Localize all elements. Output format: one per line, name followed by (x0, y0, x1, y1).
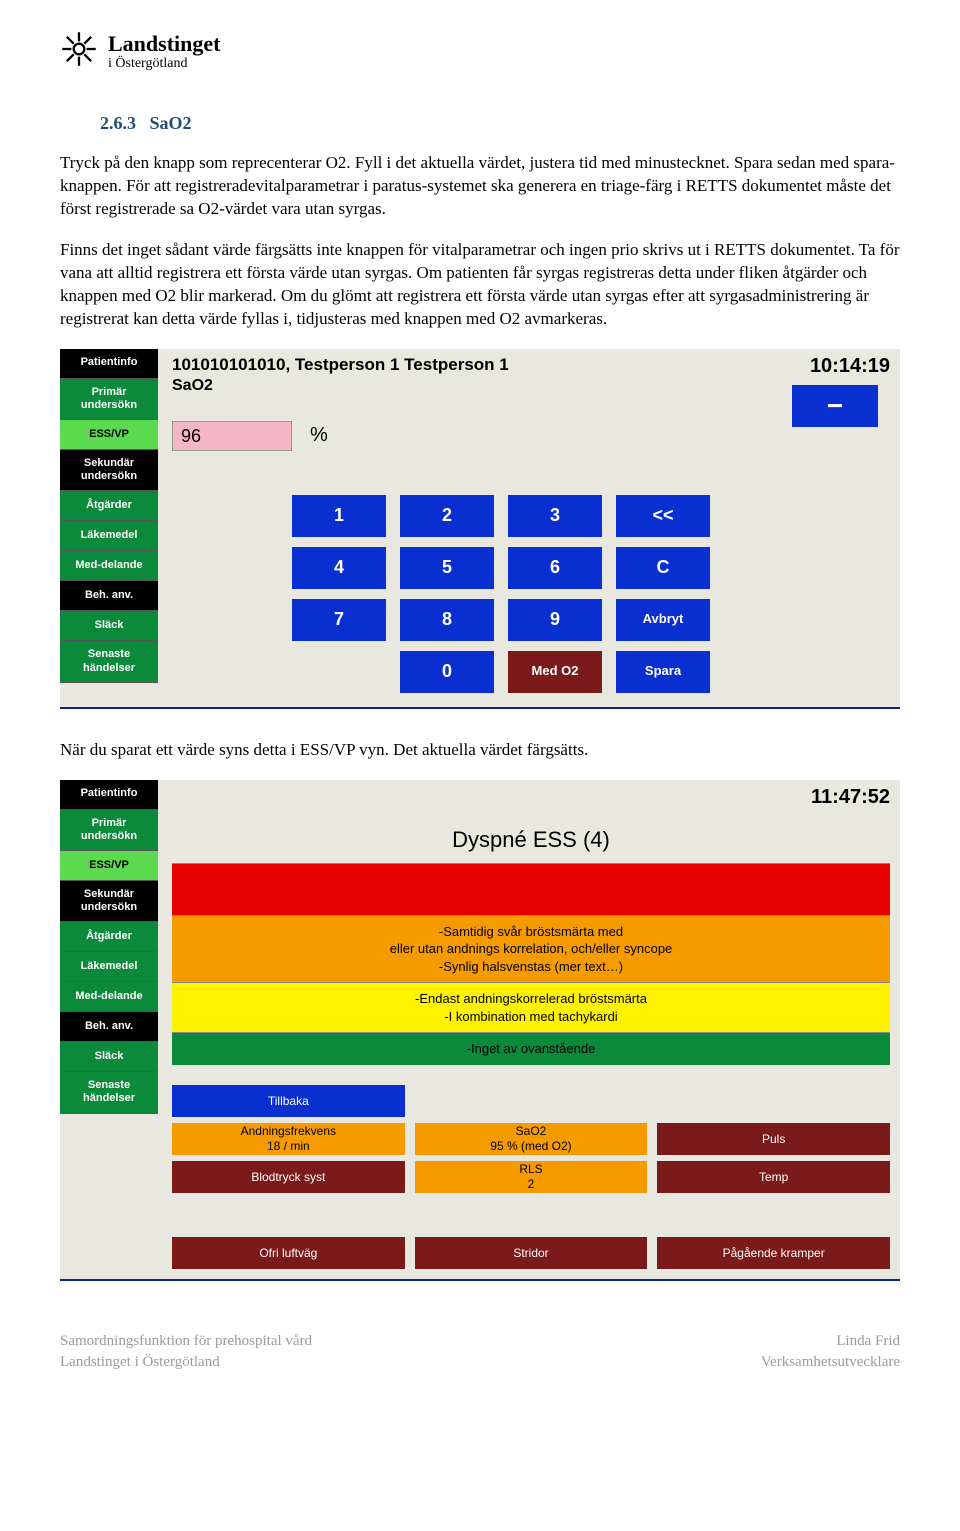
keypad-button[interactable]: 4 (292, 547, 386, 589)
paragraph-3: När du sparat ett värde syns detta i ESS… (60, 739, 900, 762)
vital-button[interactable]: Ofri luftväg (172, 1237, 405, 1269)
sidebar-item[interactable]: ESS/VP (60, 851, 158, 881)
keypad-button[interactable]: 2 (400, 495, 494, 537)
sidebar-item[interactable]: Patientinfo (60, 349, 158, 379)
minus-button[interactable]: − (792, 385, 878, 427)
sidebar-item[interactable]: Läkemedel (60, 521, 158, 551)
sidebar-item[interactable]: Beh. anv. (60, 581, 158, 611)
sidebar-item[interactable]: Släck (60, 611, 158, 641)
keypad-button[interactable]: Spara (616, 651, 710, 693)
sidebar-item[interactable]: Åtgärder (60, 922, 158, 952)
sidebar-item[interactable]: Senaste händelser (60, 1072, 158, 1113)
keypad-button[interactable]: C (616, 547, 710, 589)
numeric-keypad: 123 << 456C 789 Avbryt 0 Med O2 Spara (292, 495, 890, 693)
paragraph-2: Finns det inget sådant värde färgsätts i… (60, 239, 900, 331)
footer-right-2: Verksamhetsutvecklare (761, 1352, 900, 1373)
vital-button[interactable]: Andningsfrekvens18 / min (172, 1123, 405, 1155)
keypad-button[interactable]: 3 (508, 495, 602, 537)
ess-title: Dyspné ESS (4) (172, 827, 890, 853)
triage-bands: -Samtidig svår bröstsmärta medeller utan… (172, 863, 890, 1065)
vital-button[interactable]: Tillbaka (172, 1085, 405, 1117)
screenshot-sao2: PatientinfoPrimär undersöknESS/VPSekundä… (60, 349, 900, 709)
sidebar-item[interactable]: Primär undersökn (60, 379, 158, 420)
sidebar-item[interactable]: Med-delande (60, 551, 158, 581)
sidebar-item[interactable]: Patientinfo (60, 780, 158, 810)
keypad-button[interactable]: << (616, 495, 710, 537)
keypad-button[interactable]: Avbryt (616, 599, 710, 641)
keypad-button[interactable]: 5 (400, 547, 494, 589)
org-line1: Landstinget (108, 32, 220, 56)
org-name: Landstinget i Östergötland (108, 32, 220, 72)
vital-button[interactable]: RLS2 (415, 1161, 648, 1193)
footer-right-1: Linda Frid (761, 1331, 900, 1352)
document-footer: Samordningsfunktion för prehospital vård… (60, 1331, 900, 1373)
sidebar: PatientinfoPrimär undersöknESS/VPSekundä… (60, 780, 158, 1279)
org-line2: i Östergötland (108, 56, 220, 71)
vital-button[interactable]: Stridor (415, 1237, 648, 1269)
document-header: Landstinget i Östergötland (60, 30, 900, 73)
triage-band[interactable]: -Endast andningskorrelerad bröstsmärta-I… (172, 982, 890, 1032)
vital-button[interactable]: Blodtryck syst (172, 1161, 405, 1193)
sidebar-item[interactable]: Primär undersökn (60, 810, 158, 851)
sidebar-item[interactable]: Beh. anv. (60, 1012, 158, 1042)
keypad-button[interactable]: 6 (508, 547, 602, 589)
footer-left-2: Landstinget i Östergötland (60, 1352, 312, 1373)
footer-left-1: Samordningsfunktion för prehospital vård (60, 1331, 312, 1352)
sidebar-item[interactable]: Åtgärder (60, 491, 158, 521)
sidebar: PatientinfoPrimär undersöknESS/VPSekundä… (60, 349, 158, 707)
sidebar-item[interactable]: ESS/VP (60, 420, 158, 450)
vital-button[interactable]: SaO295 % (med O2) (415, 1123, 648, 1155)
section-heading: 2.6.3 SaO2 (100, 113, 900, 134)
clock: 11:47:52 (811, 786, 890, 809)
sidebar-item[interactable]: Med-delande (60, 982, 158, 1012)
vital-button[interactable]: Puls (657, 1123, 890, 1155)
patient-id: 101010101010, Testperson 1 Testperson 1 (172, 355, 509, 375)
keypad-button[interactable]: 0 (400, 651, 494, 693)
sidebar-item[interactable]: Senaste händelser (60, 641, 158, 682)
triage-band[interactable]: -Inget av ovanstående (172, 1032, 890, 1065)
keypad-button[interactable]: 1 (292, 495, 386, 537)
unit-label: % (310, 424, 328, 447)
keypad-button[interactable]: 9 (508, 599, 602, 641)
sidebar-item[interactable]: Läkemedel (60, 952, 158, 982)
screenshot-essvp: PatientinfoPrimär undersöknESS/VPSekundä… (60, 780, 900, 1281)
landstinget-logo-icon (60, 30, 98, 73)
keypad-button[interactable]: 8 (400, 599, 494, 641)
vital-button[interactable]: Temp (657, 1161, 890, 1193)
keypad-button[interactable]: 7 (292, 599, 386, 641)
sao2-input[interactable]: 96 (172, 421, 292, 451)
triage-band[interactable] (172, 863, 890, 915)
vitals-grid: Tillbaka Andningsfrekvens18 / min SaO295 %… (172, 1085, 890, 1269)
sidebar-item[interactable]: Sekundär undersökn (60, 450, 158, 491)
clock: 10:14:19 (810, 355, 890, 378)
vital-button[interactable]: Pågående kramper (657, 1237, 890, 1269)
triage-band[interactable]: -Samtidig svår bröstsmärta medeller utan… (172, 915, 890, 983)
paragraph-1: Tryck på den knapp som reprecenterar O2.… (60, 152, 900, 221)
sidebar-item[interactable]: Sekundär undersökn (60, 881, 158, 922)
keypad-button[interactable]: Med O2 (508, 651, 602, 693)
panel-title: SaO2 (172, 377, 509, 395)
sidebar-item[interactable]: Släck (60, 1042, 158, 1072)
